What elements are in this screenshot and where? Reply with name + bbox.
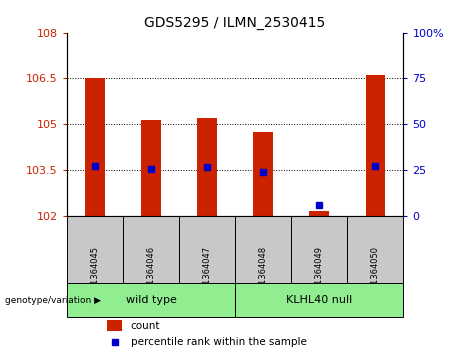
Bar [197,118,217,216]
Text: genotype/variation ▶: genotype/variation ▶ [5,296,100,305]
Text: GSM1364049: GSM1364049 [315,246,324,302]
Bar [123,216,179,284]
Text: KLHL40 null: KLHL40 null [286,295,352,305]
Bar [179,216,235,284]
Text: GSM1364045: GSM1364045 [90,246,100,302]
Bar [85,78,105,216]
Text: percentile rank within the sample: percentile rank within the sample [131,337,307,347]
Bar [67,284,235,317]
Bar [309,211,329,216]
Bar [107,320,122,331]
Bar [67,216,123,284]
Text: GSM1364048: GSM1364048 [259,246,268,302]
Bar [254,132,273,216]
Bar [141,120,161,216]
Bar [235,216,291,284]
Bar [235,284,403,317]
Text: GSM1364046: GSM1364046 [147,246,155,302]
Bar [347,216,403,284]
Bar [291,216,347,284]
Text: count: count [131,321,160,331]
Text: GSM1364050: GSM1364050 [371,246,380,302]
Text: wild type: wild type [125,295,177,305]
Title: GDS5295 / ILMN_2530415: GDS5295 / ILMN_2530415 [144,16,326,30]
Text: GSM1364047: GSM1364047 [202,246,212,302]
Bar [366,76,385,216]
